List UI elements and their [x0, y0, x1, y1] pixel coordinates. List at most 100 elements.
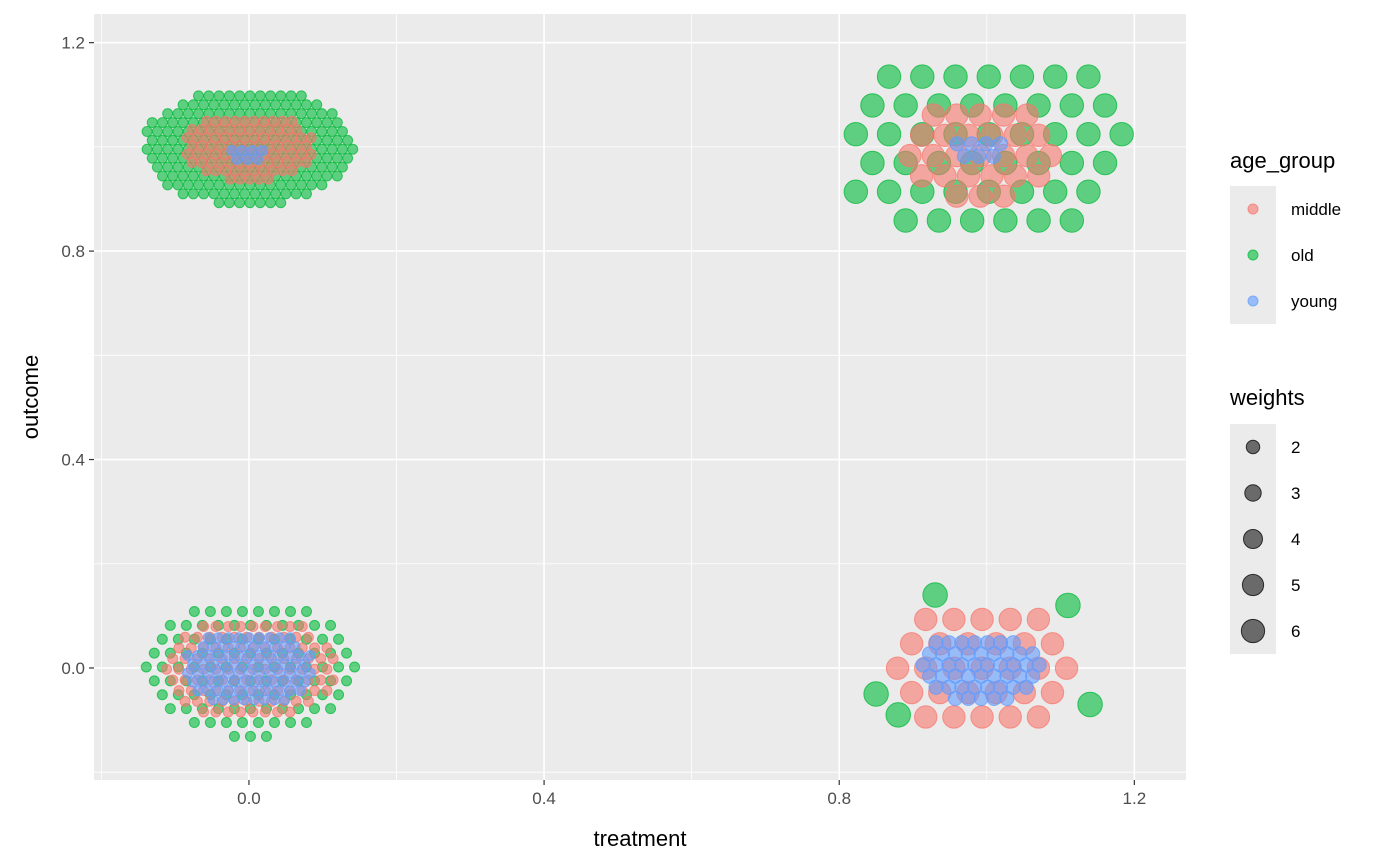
- data-point-old: [300, 188, 312, 200]
- data-point-middle: [302, 695, 314, 707]
- data-point-young: [223, 649, 235, 661]
- data-point-young: [228, 658, 240, 670]
- data-point-old: [151, 161, 163, 173]
- data-point-young: [251, 153, 263, 165]
- data-point-old: [284, 717, 296, 729]
- data-point-old: [252, 717, 264, 729]
- data-point-middle: [315, 653, 327, 665]
- data-point-young: [985, 148, 1001, 164]
- data-point-young: [269, 641, 281, 653]
- data-point-young: [233, 667, 245, 679]
- data-point-old: [157, 170, 169, 182]
- data-point-old: [193, 90, 205, 102]
- data-point-old: [300, 117, 312, 129]
- data-point-old: [342, 152, 354, 164]
- data-point-young: [241, 153, 253, 165]
- data-point-middle: [315, 674, 327, 686]
- data-point-old: [1076, 179, 1101, 204]
- data-point-young: [284, 685, 296, 697]
- y-tick-label: 0.4: [61, 451, 85, 470]
- data-point-middle: [302, 631, 314, 643]
- data-point-middle: [179, 695, 191, 707]
- data-point-middle: [899, 680, 924, 705]
- data-point-young: [257, 145, 269, 157]
- data-point-young: [978, 136, 994, 152]
- data-point-young: [971, 148, 987, 164]
- data-point-old: [162, 125, 174, 137]
- size-legend-label: 4: [1291, 530, 1300, 549]
- data-point-young: [960, 690, 976, 707]
- data-point-middle: [945, 103, 969, 127]
- data-point-young: [238, 694, 250, 706]
- data-point-young: [238, 641, 250, 653]
- data-point-middle: [191, 631, 203, 643]
- data-point-old: [922, 582, 948, 608]
- data-point-old: [162, 161, 174, 173]
- data-point-old: [333, 661, 345, 673]
- data-point-young: [258, 658, 270, 670]
- data-point-young: [279, 694, 291, 706]
- data-point-old: [893, 208, 918, 233]
- data-point-middle: [1015, 103, 1039, 127]
- data-point-old: [316, 179, 328, 191]
- data-point-middle: [998, 705, 1022, 729]
- data-point-old: [164, 703, 176, 715]
- data-point-middle: [173, 642, 185, 654]
- data-point-old: [157, 152, 169, 164]
- data-point-young: [192, 667, 204, 679]
- data-point-old: [341, 675, 353, 687]
- data-point-young: [233, 632, 245, 644]
- data-point-young: [274, 649, 286, 661]
- data-point-young: [248, 658, 260, 670]
- data-point-old: [331, 134, 343, 146]
- data-point-old: [213, 197, 225, 209]
- data-point-young: [263, 667, 275, 679]
- data-point-young: [246, 145, 258, 157]
- data-point-middle: [210, 165, 222, 177]
- data-point-old: [290, 188, 302, 200]
- data-point-middle: [243, 173, 255, 185]
- data-point-middle: [1026, 705, 1051, 729]
- data-point-old: [275, 179, 287, 191]
- data-point-old: [177, 99, 189, 111]
- data-point-middle: [300, 140, 312, 152]
- data-point-old: [167, 134, 179, 146]
- data-point-young: [1025, 668, 1041, 684]
- data-point-old: [223, 197, 235, 209]
- data-point-middle: [277, 165, 289, 177]
- data-point-middle: [1040, 680, 1065, 705]
- data-point-middle: [222, 706, 234, 718]
- data-point-old: [336, 143, 348, 155]
- data-point-young: [299, 676, 311, 688]
- data-point-young: [269, 658, 281, 670]
- data-point-middle: [198, 706, 210, 718]
- data-point-old: [148, 647, 160, 659]
- data-point-old: [309, 703, 321, 715]
- data-point-middle: [222, 621, 234, 633]
- data-point-young: [279, 676, 291, 688]
- data-point-young: [263, 632, 275, 644]
- data-point-old: [228, 188, 240, 200]
- data-point-old: [151, 125, 163, 137]
- data-point-old: [203, 179, 215, 191]
- data-point-middle: [286, 165, 298, 177]
- data-point-old: [326, 161, 338, 173]
- data-point-young: [304, 649, 316, 661]
- data-point-old: [326, 125, 338, 137]
- data-point-young: [928, 679, 944, 695]
- data-point-old: [188, 717, 200, 729]
- data-point-middle: [914, 607, 938, 632]
- y-tick-label: 0.0: [61, 659, 85, 678]
- data-point-old: [187, 170, 199, 182]
- data-point-old: [295, 179, 307, 191]
- data-point-young: [238, 658, 250, 670]
- data-point-old: [885, 702, 911, 728]
- data-point-old: [993, 208, 1018, 233]
- data-point-young: [253, 649, 265, 661]
- data-point-middle: [885, 656, 910, 680]
- data-point-young: [284, 632, 296, 644]
- data-point-middle: [247, 621, 259, 633]
- data-point-middle: [286, 115, 298, 127]
- data-point-old: [943, 64, 968, 89]
